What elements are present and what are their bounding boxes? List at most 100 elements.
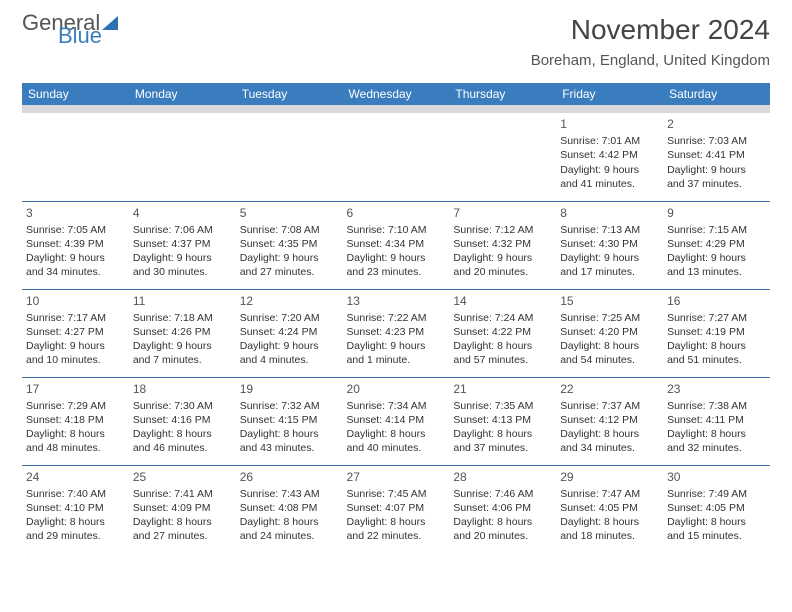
sunset-line: Sunset: 4:32 PM [453, 237, 552, 251]
day-number: 17 [26, 381, 125, 397]
daylight-line: Daylight: 8 hours and 51 minutes. [667, 339, 766, 367]
day-number: 15 [560, 293, 659, 309]
daylight-line: Daylight: 8 hours and 15 minutes. [667, 515, 766, 543]
calendar: Sunday Monday Tuesday Wednesday Thursday… [22, 83, 770, 553]
day-cell: 16Sunrise: 7:27 AMSunset: 4:19 PMDayligh… [663, 289, 770, 377]
day-cell: 28Sunrise: 7:46 AMSunset: 4:06 PMDayligh… [449, 465, 556, 553]
day-number: 2 [667, 116, 766, 132]
location-subtitle: Boreham, England, United Kingdom [531, 52, 770, 69]
sunrise-line: Sunrise: 7:15 AM [667, 223, 766, 237]
daylight-line: Daylight: 8 hours and 43 minutes. [240, 427, 339, 455]
day-cell: 13Sunrise: 7:22 AMSunset: 4:23 PMDayligh… [343, 289, 450, 377]
week-row: 24Sunrise: 7:40 AMSunset: 4:10 PMDayligh… [22, 465, 770, 553]
day-cell [449, 113, 556, 201]
day-number: 1 [560, 116, 659, 132]
col-thursday: Thursday [449, 83, 556, 105]
daylight-line: Daylight: 8 hours and 48 minutes. [26, 427, 125, 455]
sunrise-line: Sunrise: 7:13 AM [560, 223, 659, 237]
daylight-line: Daylight: 9 hours and 10 minutes. [26, 339, 125, 367]
day-cell: 12Sunrise: 7:20 AMSunset: 4:24 PMDayligh… [236, 289, 343, 377]
day-cell: 10Sunrise: 7:17 AMSunset: 4:27 PMDayligh… [22, 289, 129, 377]
sunset-line: Sunset: 4:09 PM [133, 501, 232, 515]
day-number: 23 [667, 381, 766, 397]
day-cell: 4 Sunrise: 7:06 AMSunset: 4:37 PMDaylight… [129, 201, 236, 289]
day-number: 4 [133, 205, 232, 221]
day-cell: 3Sunrise: 7:05 AMSunset: 4:39 PMDaylight… [22, 201, 129, 289]
sunset-line: Sunset: 4:22 PM [453, 325, 552, 339]
sunset-line: Sunset: 4:11 PM [667, 413, 766, 427]
sunrise-line: Sunrise: 7:35 AM [453, 399, 552, 413]
day-number: 30 [667, 469, 766, 485]
day-cell: 24Sunrise: 7:40 AMSunset: 4:10 PMDayligh… [22, 465, 129, 553]
sunrise-line: Sunrise: 7:25 AM [560, 311, 659, 325]
daylight-line: Daylight: 8 hours and 27 minutes. [133, 515, 232, 543]
day-cell: 15Sunrise: 7:25 AMSunset: 4:20 PMDayligh… [556, 289, 663, 377]
daylight-line: Daylight: 8 hours and 40 minutes. [347, 427, 446, 455]
day-cell: 23Sunrise: 7:38 AMSunset: 4:11 PMDayligh… [663, 377, 770, 465]
daylight-line: Daylight: 9 hours and 23 minutes. [347, 251, 446, 279]
day-cell: 21Sunrise: 7:35 AMSunset: 4:13 PMDayligh… [449, 377, 556, 465]
sunrise-line: Sunrise: 7:10 AM [347, 223, 446, 237]
day-number: 27 [347, 469, 446, 485]
header-underbar [22, 105, 770, 113]
daylight-line: Daylight: 8 hours and 54 minutes. [560, 339, 659, 367]
daylight-line: Daylight: 9 hours and 41 minutes. [560, 163, 659, 191]
daylight-line: Daylight: 9 hours and 1 minute. [347, 339, 446, 367]
day-number: 19 [240, 381, 339, 397]
daylight-line: Daylight: 8 hours and 37 minutes. [453, 427, 552, 455]
sunrise-line: Sunrise: 7:47 AM [560, 487, 659, 501]
sunset-line: Sunset: 4:23 PM [347, 325, 446, 339]
day-number: 22 [560, 381, 659, 397]
day-cell: 2Sunrise: 7:03 AMSunset: 4:41 PMDaylight… [663, 113, 770, 201]
sunset-line: Sunset: 4:41 PM [667, 148, 766, 162]
sunrise-line: Sunrise: 7:34 AM [347, 399, 446, 413]
sunset-line: Sunset: 4:18 PM [26, 413, 125, 427]
title-block: November 2024 Boreham, England, United K… [531, 14, 770, 69]
sunrise-line: Sunrise: 7:01 AM [560, 134, 659, 148]
daylight-line: Daylight: 9 hours and 34 minutes. [26, 251, 125, 279]
day-number: 10 [26, 293, 125, 309]
day-number: 6 [347, 205, 446, 221]
day-cell: 20Sunrise: 7:34 AMSunset: 4:14 PMDayligh… [343, 377, 450, 465]
day-number: 28 [453, 469, 552, 485]
day-cell: 29Sunrise: 7:47 AMSunset: 4:05 PMDayligh… [556, 465, 663, 553]
sunset-line: Sunset: 4:37 PM [133, 237, 232, 251]
sunrise-line: Sunrise: 7:24 AM [453, 311, 552, 325]
sunrise-line: Sunrise: 7:05 AM [26, 223, 125, 237]
sunrise-line: Sunrise: 7:37 AM [560, 399, 659, 413]
daylight-line: Daylight: 9 hours and 20 minutes. [453, 251, 552, 279]
sunrise-line: Sunrise: 7:29 AM [26, 399, 125, 413]
day-cell: 18Sunrise: 7:30 AMSunset: 4:16 PMDayligh… [129, 377, 236, 465]
day-number: 26 [240, 469, 339, 485]
day-cell: 17 Sunrise: 7:29 AMSunset: 4:18 PMDayligh… [22, 377, 129, 465]
sunrise-line: Sunrise: 7:17 AM [26, 311, 125, 325]
day-cell: 14Sunrise: 7:24 AMSunset: 4:22 PMDayligh… [449, 289, 556, 377]
daylight-line: Daylight: 9 hours and 27 minutes. [240, 251, 339, 279]
col-wednesday: Wednesday [343, 83, 450, 105]
daylight-line: Daylight: 9 hours and 4 minutes. [240, 339, 339, 367]
daylight-line: Daylight: 8 hours and 32 minutes. [667, 427, 766, 455]
sunset-line: Sunset: 4:10 PM [26, 501, 125, 515]
day-cell: 6Sunrise: 7:10 AMSunset: 4:34 PMDaylight… [343, 201, 450, 289]
sunrise-line: Sunrise: 7:06 AM [133, 223, 232, 237]
day-number: 8 [560, 205, 659, 221]
header: General Blue November 2024 Boreham, Engl… [0, 0, 792, 73]
day-number: 20 [347, 381, 446, 397]
col-monday: Monday [129, 83, 236, 105]
col-friday: Friday [556, 83, 663, 105]
daylight-line: Daylight: 8 hours and 34 minutes. [560, 427, 659, 455]
day-number: 16 [667, 293, 766, 309]
day-number: 29 [560, 469, 659, 485]
sunrise-line: Sunrise: 7:30 AM [133, 399, 232, 413]
day-number: 5 [240, 205, 339, 221]
col-sunday: Sunday [22, 83, 129, 105]
col-tuesday: Tuesday [236, 83, 343, 105]
calendar-body: 1Sunrise: 7:01 AMSunset: 4:42 PMDaylight… [22, 113, 770, 553]
day-cell [22, 113, 129, 201]
day-number: 7 [453, 205, 552, 221]
daylight-line: Daylight: 9 hours and 37 minutes. [667, 163, 766, 191]
daylight-line: Daylight: 9 hours and 30 minutes. [133, 251, 232, 279]
daylight-line: Daylight: 8 hours and 18 minutes. [560, 515, 659, 543]
sunset-line: Sunset: 4:42 PM [560, 148, 659, 162]
daylight-line: Daylight: 8 hours and 46 minutes. [133, 427, 232, 455]
